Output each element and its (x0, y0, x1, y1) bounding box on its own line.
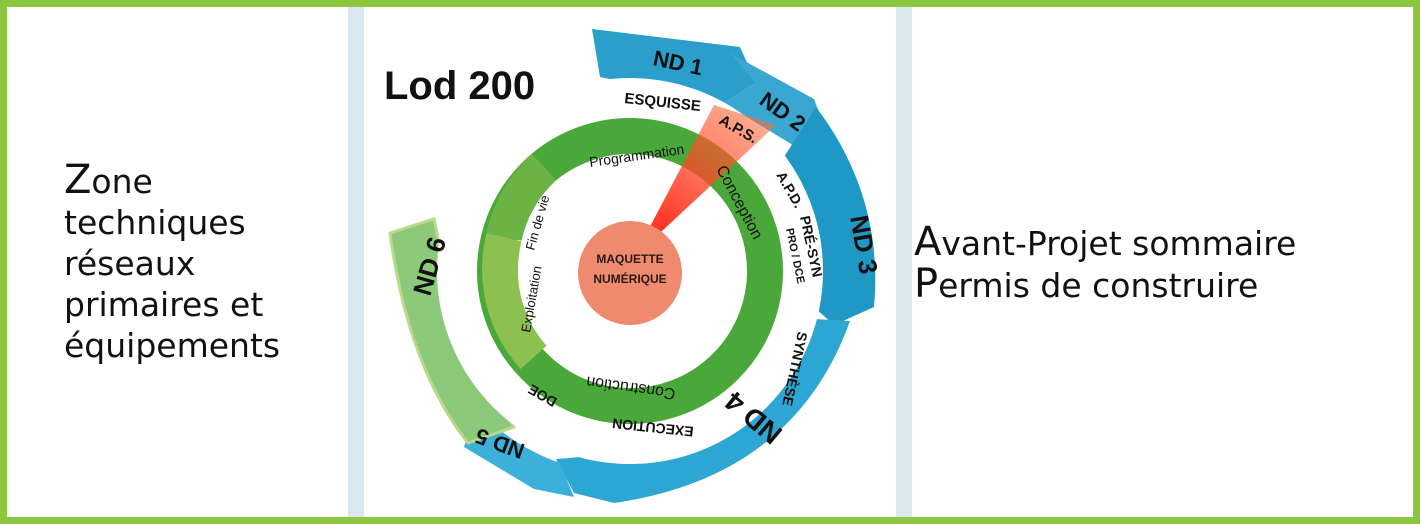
level-arrow-nd1 (592, 29, 756, 103)
right-initial-p: P (914, 261, 939, 307)
level-arrow-nd3 (784, 107, 876, 325)
left-description: Zone techniques réseaux primaires et équ… (64, 160, 344, 366)
phase-ring (437, 78, 823, 464)
right-initial-a: A (914, 219, 942, 265)
left-line-1-rest: one (91, 162, 153, 201)
right-line-1-rest: vant-Projet sommaire (941, 224, 1297, 263)
bim-cycle-diagram: MAQUETTE NUMÉRIQUE Lod 200 ND 1 ND 2 ND … (384, 29, 884, 503)
right-line-2-rest: ermis de construire (938, 266, 1259, 305)
right-description: Avant-Projet sommaire Permis de construi… (914, 222, 1394, 306)
left-line-5: équipements (64, 326, 281, 365)
left-line-2: techniques (64, 203, 246, 242)
cycle-arc-fin-de-vie (486, 153, 557, 242)
diagram-inner: MAQUETTE NUMÉRIQUE Lod 200 ND 1 ND 2 ND … (364, 7, 896, 517)
left-initial: Z (64, 157, 92, 203)
center-label-2: NUMÉRIQUE (593, 271, 666, 286)
level-arrow-nd2 (724, 53, 830, 147)
cycle-arc-exploitation (482, 232, 548, 370)
center-circle (578, 221, 682, 325)
left-line-3: réseaux (64, 244, 196, 283)
diagram-panel: MAQUETTE NUMÉRIQUE Lod 200 ND 1 ND 2 ND … (348, 7, 912, 517)
right-line-1: Avant-Projet sommaire (914, 222, 1394, 264)
highlight-beam (634, 105, 776, 257)
lod-label: Lod 200 (384, 64, 535, 108)
left-line-4: primaires et (64, 285, 264, 324)
center-label-1: MAQUETTE (596, 252, 663, 266)
left-line-1: Zone (64, 160, 344, 202)
right-line-2: Permis de construire (914, 264, 1394, 306)
